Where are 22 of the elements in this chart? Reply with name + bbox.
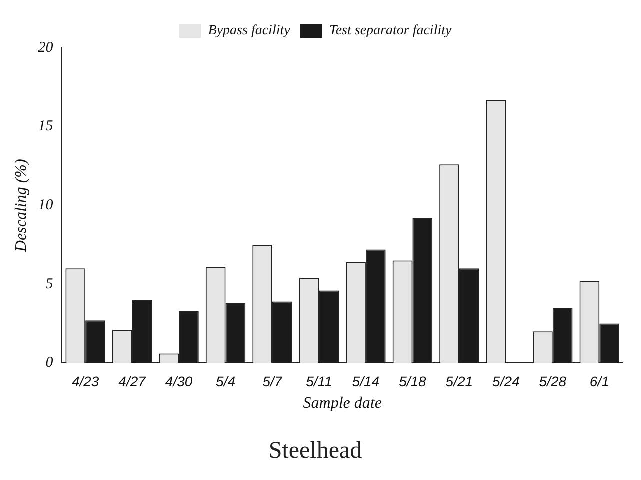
x-tick-label: 4/23 (72, 373, 100, 390)
y-tick-label: 10 (38, 198, 54, 214)
x-tick-label: 5/14 (352, 373, 380, 390)
x-tick-label: 6/1 (590, 373, 610, 390)
x-tick-label: 5/28 (539, 373, 567, 390)
x-tick-label: 5/18 (399, 373, 427, 390)
text: Steelhead (268, 438, 362, 464)
y-tick-label: 0 (46, 355, 54, 372)
x-tick-label: 5/7 (262, 373, 284, 390)
x-tick-label: 5/4 (216, 373, 236, 390)
x-tick-label: 5/11 (306, 373, 332, 390)
x-tick-label: 4/27 (118, 373, 148, 390)
x-tick-label: 4/30 (165, 373, 193, 390)
x-axis-title: Sample date (303, 394, 382, 412)
legend-label: Bypass facility (208, 24, 292, 39)
y-tick-label: 20 (38, 40, 54, 56)
legend-label: Test separator facility (329, 24, 452, 39)
y-tick-label: 5 (46, 276, 54, 292)
y-tick-label: 15 (38, 118, 54, 135)
y-axis-title: Descaling (%) (12, 159, 30, 254)
x-tick-label: 5/24 (492, 373, 520, 390)
x-tick-label: 5/21 (446, 373, 474, 390)
